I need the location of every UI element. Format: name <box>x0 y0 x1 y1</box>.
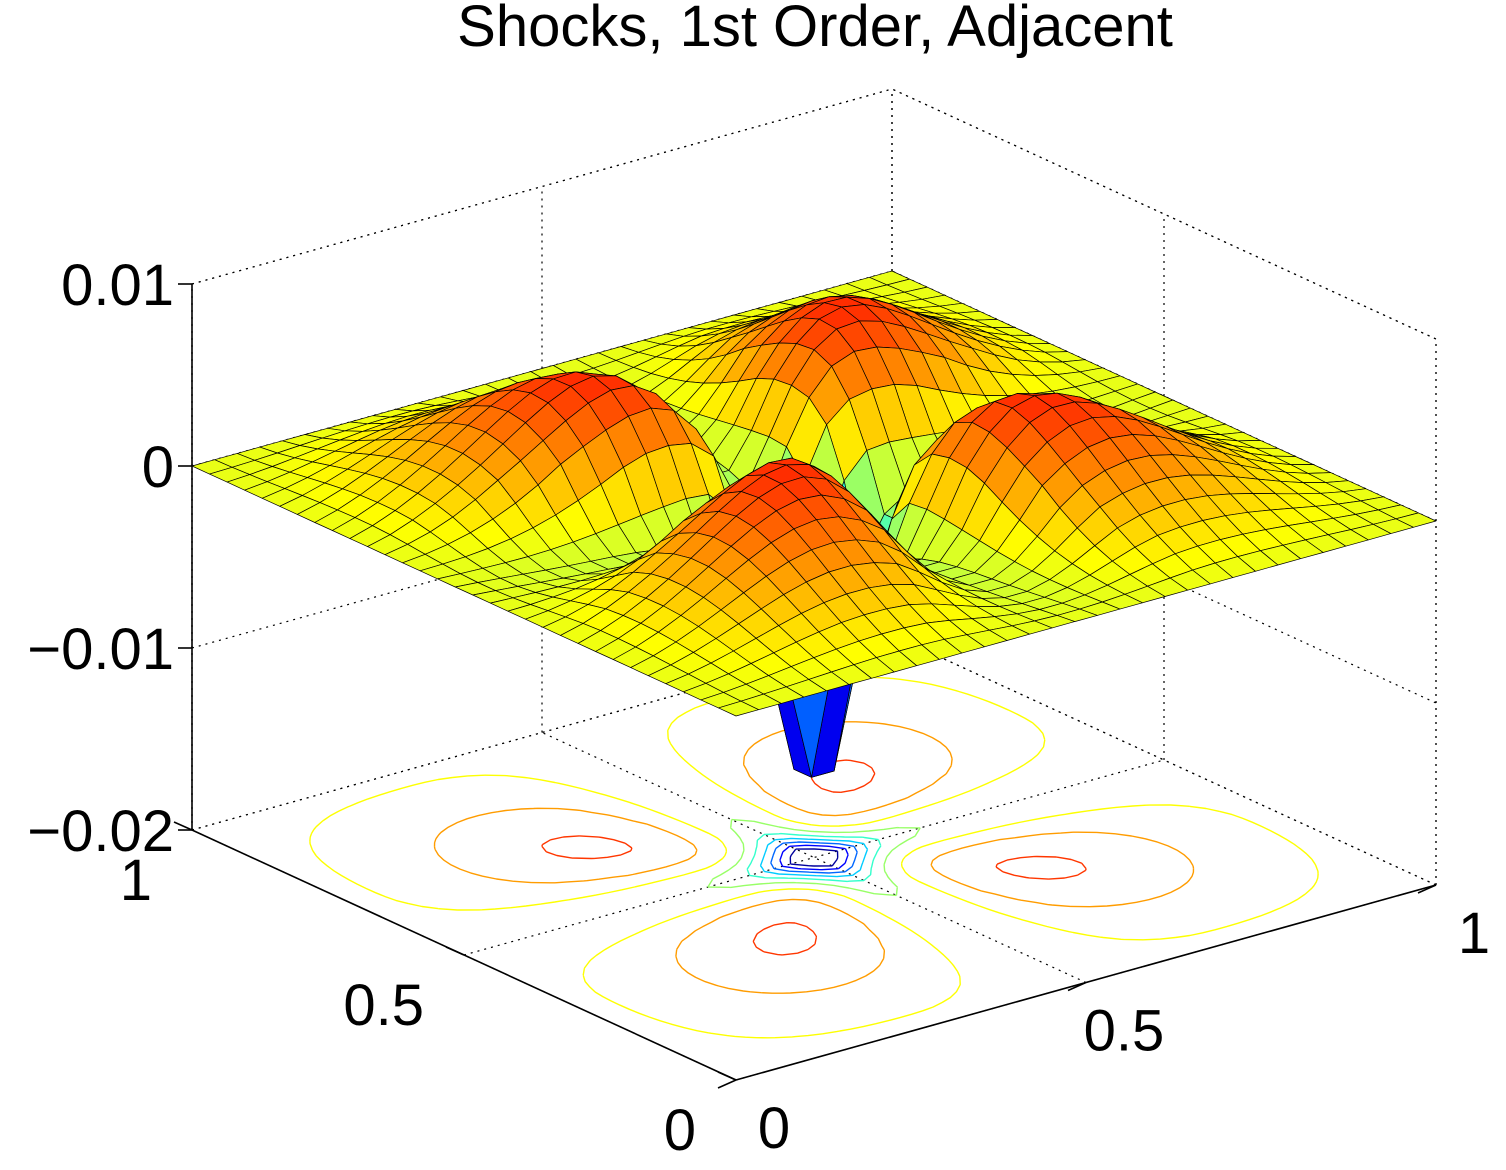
chart-title: Shocks, 1st Order, Adjacent <box>457 0 1173 59</box>
contour-level-2 <box>770 841 858 874</box>
y-tick-label: 0 <box>664 1098 696 1163</box>
surface-patch <box>718 700 759 717</box>
contour-level-1 <box>779 844 849 871</box>
x-tick-mark <box>1067 981 1087 992</box>
x-floor-gridline-2 <box>891 634 1437 886</box>
x-tick-mark <box>1417 884 1437 894</box>
x-tick-label: 0 <box>758 1096 790 1161</box>
axes: −0.02 −0.01 0 0.01 0 0.5 1 0 0.5 1 <box>27 253 1490 1163</box>
y-tick-mark <box>173 821 193 831</box>
contour-level-0 <box>789 848 839 867</box>
contour-level-6 <box>309 676 1319 1039</box>
y-tick-label: 0.5 <box>343 973 424 1038</box>
z-tick-label: −0.02 <box>27 799 174 864</box>
z-tick-label: −0.01 <box>27 617 174 682</box>
x-tick-mark <box>717 1079 737 1089</box>
z-tick-label: 0.01 <box>61 253 174 318</box>
contour-level-5 <box>707 818 921 897</box>
y-tick-label: 1 <box>120 848 152 913</box>
z-tick-label: 0 <box>142 435 174 500</box>
box-edge-1 <box>891 88 1437 340</box>
y-tick-mark <box>717 1071 737 1081</box>
x-tick-label: 1 <box>1458 901 1490 966</box>
y-tick-mark <box>445 946 465 956</box>
contour-level-3 <box>759 837 869 878</box>
x-tick-label: 0.5 <box>1084 999 1165 1064</box>
surface-mesh <box>191 270 1437 778</box>
contour-level-4 <box>746 832 882 883</box>
x-floor-gridline-1 <box>541 731 1087 984</box>
contour-level-8 <box>541 759 1087 956</box>
